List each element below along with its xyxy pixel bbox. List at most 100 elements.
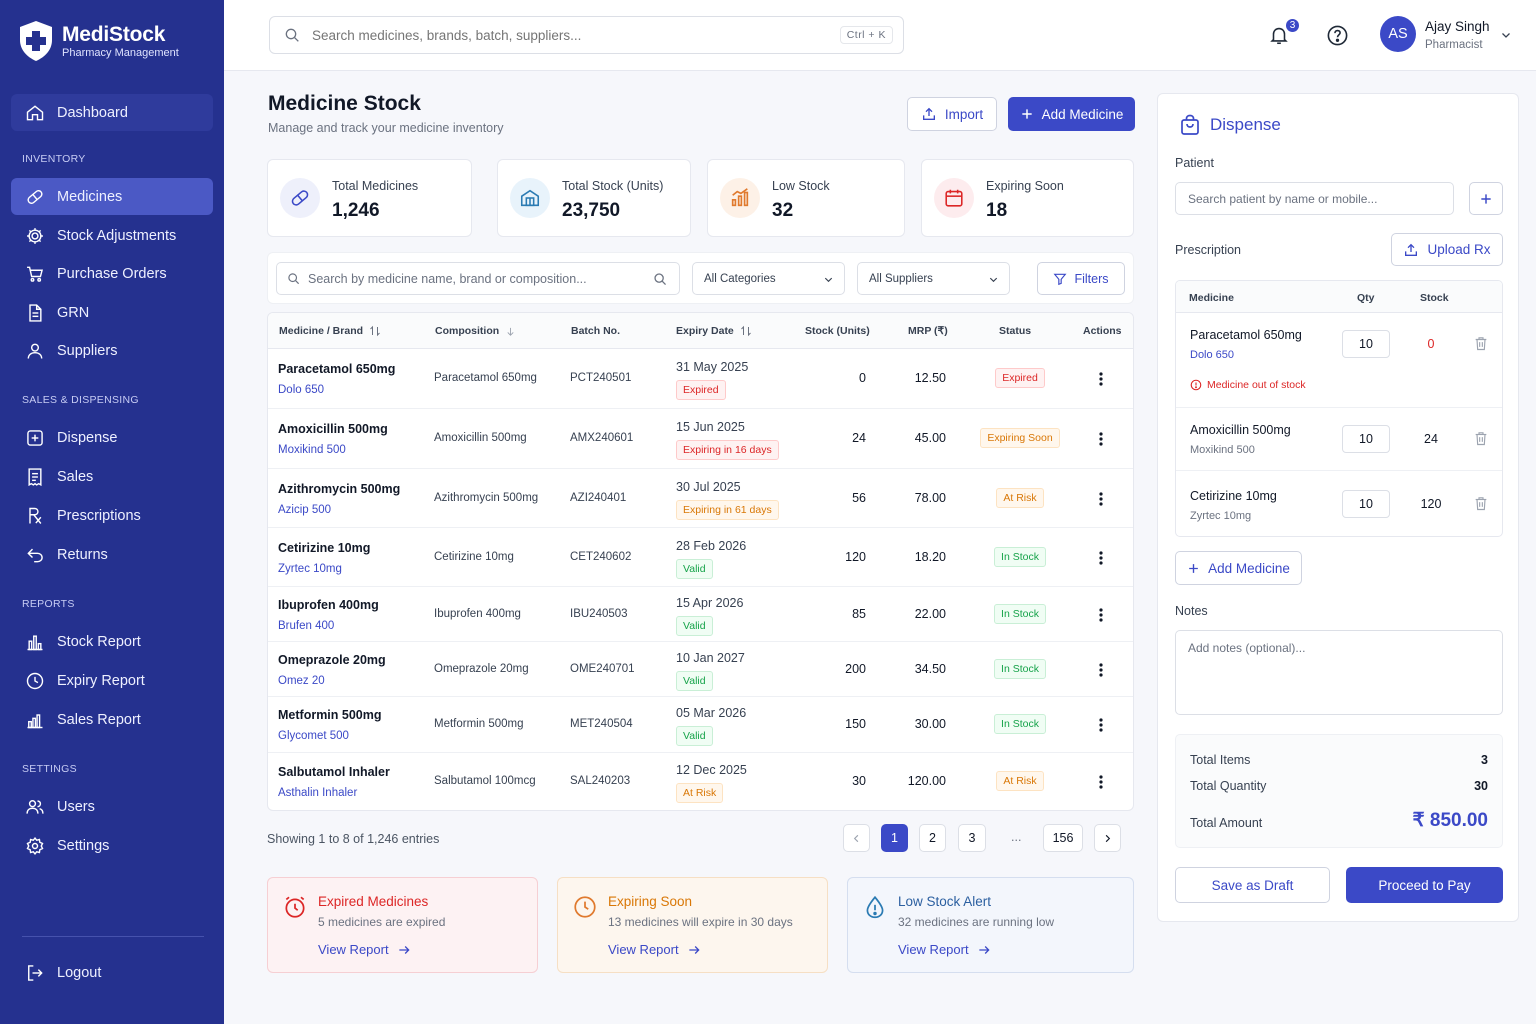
sort-icon xyxy=(740,325,751,337)
sidebar-item-users[interactable]: Users xyxy=(11,788,213,825)
expiry-tag: Valid xyxy=(676,616,713,636)
medicine-name[interactable]: Azithromycin 500mg xyxy=(278,482,401,496)
supplier-select[interactable]: All Suppliers xyxy=(857,262,1010,295)
qty-input[interactable]: 10 xyxy=(1342,490,1390,518)
medicine-brand[interactable]: Moxikind 500 xyxy=(278,444,346,456)
mrp-cell: 78.00 xyxy=(914,491,946,505)
sidebar-item-label: Users xyxy=(57,798,95,815)
sidebar-item-settings[interactable]: Settings xyxy=(11,827,213,864)
view-report-link[interactable]: View Report xyxy=(608,942,701,957)
prev-page-button[interactable] xyxy=(843,824,870,852)
medicine-name[interactable]: Amoxicillin 500mg xyxy=(278,422,388,436)
trash-icon[interactable] xyxy=(1473,335,1489,352)
sidebar-item-prescriptions[interactable]: Prescriptions xyxy=(11,497,213,534)
medicine-brand[interactable]: Dolo 650 xyxy=(278,384,325,396)
add-patient-button[interactable] xyxy=(1469,182,1503,215)
row-actions-button[interactable] xyxy=(1091,548,1111,568)
row-actions-button[interactable] xyxy=(1091,772,1111,792)
sidebar-item-expiry-report[interactable]: Expiry Report xyxy=(11,662,213,699)
sidebar-item-purchase-orders[interactable]: Purchase Orders xyxy=(11,255,213,292)
table-row[interactable]: Salbutamol Inhaler Asthalin Inhaler Salbut… xyxy=(268,753,1133,810)
medicine-name[interactable]: Ibuprofen 400mg xyxy=(278,598,379,612)
upload-rx-button[interactable]: Upload Rx xyxy=(1391,233,1503,266)
sidebar-item-medicines[interactable]: Medicines xyxy=(11,178,213,215)
totals-summary: Total Items 3 Total Quantity 30 Total Am… xyxy=(1175,734,1503,848)
table-row[interactable]: Azithromycin 500mg Azicip 500 Azithromycin… xyxy=(268,469,1133,528)
add-medicine-button[interactable]: Add Medicine xyxy=(1008,97,1135,131)
next-page-button[interactable] xyxy=(1094,824,1121,852)
category-select-value: All Categories xyxy=(704,272,776,285)
sidebar-item-sales-report[interactable]: Sales Report xyxy=(11,701,213,738)
medicine-name[interactable]: Paracetamol 650mg xyxy=(278,362,396,376)
sidebar-item-grn[interactable]: GRN xyxy=(11,294,213,331)
import-button[interactable]: Import xyxy=(907,97,997,131)
notes-textarea[interactable]: Add notes (optional)... xyxy=(1175,630,1503,715)
table-row[interactable]: Paracetamol 650mg Dolo 650 Paracetamol 650… xyxy=(268,349,1133,409)
global-search-input[interactable] xyxy=(312,27,812,43)
composition-cell: Omeprazole 20mg xyxy=(434,663,529,675)
global-search[interactable]: Ctrl + K xyxy=(269,16,904,54)
view-report-link[interactable]: View Report xyxy=(318,942,411,957)
sidebar-item-label: Purchase Orders xyxy=(57,265,167,282)
table-row[interactable]: Omeprazole 20mg Omez 20 Omeprazole 20mg OME… xyxy=(268,642,1133,697)
row-actions-button[interactable] xyxy=(1091,489,1111,509)
row-actions-button[interactable] xyxy=(1091,429,1111,449)
medicine-name[interactable]: Omeprazole 20mg xyxy=(278,653,386,667)
sidebar-item-dashboard[interactable]: Dashboard xyxy=(11,94,213,131)
logout-button[interactable]: Logout xyxy=(11,954,213,991)
add-medicine-rx-button[interactable]: Add Medicine xyxy=(1175,551,1302,585)
sidebar-item-returns[interactable]: Returns xyxy=(11,536,213,573)
medicine-brand[interactable]: Omez 20 xyxy=(278,675,325,687)
qty-input[interactable]: 10 xyxy=(1342,330,1390,358)
table-row[interactable]: Amoxicillin 500mg Moxikind 500 Amoxicillin… xyxy=(268,409,1133,469)
category-select[interactable]: All Categories xyxy=(692,262,845,295)
search-icon[interactable] xyxy=(653,272,667,286)
medicine-name[interactable]: Cetirizine 10mg xyxy=(278,541,371,555)
row-actions-button[interactable] xyxy=(1091,605,1111,625)
table-row[interactable]: Cetirizine 10mg Zyrtec 10mg Cetirizine 10m… xyxy=(268,528,1133,587)
medicine-brand[interactable]: Asthalin Inhaler xyxy=(278,787,358,799)
page-button-2[interactable]: 2 xyxy=(919,824,946,852)
chevron-down-icon[interactable] xyxy=(1500,29,1512,41)
filters-button[interactable]: Filters xyxy=(1037,262,1125,295)
help-icon[interactable] xyxy=(1326,24,1349,47)
mrp-cell: 30.00 xyxy=(914,717,946,731)
medicine-brand[interactable]: Glycomet 500 xyxy=(278,730,349,742)
sidebar-item-stock-adjustments[interactable]: Stock Adjustments xyxy=(11,217,213,254)
page-button-1[interactable]: 1 xyxy=(881,824,908,852)
table-row[interactable]: Metformin 500mg Glycomet 500 Metformin 500… xyxy=(268,697,1133,753)
sidebar-item-stock-report[interactable]: Stock Report xyxy=(11,623,213,660)
view-report-link[interactable]: View Report xyxy=(898,942,991,957)
trash-icon[interactable] xyxy=(1473,430,1489,447)
total-items-label: Total Items xyxy=(1190,753,1251,767)
medicine-name[interactable]: Salbutamol Inhaler xyxy=(278,765,390,779)
avatar[interactable]: AS xyxy=(1380,16,1416,52)
row-actions-button[interactable] xyxy=(1091,715,1111,735)
sidebar-item-suppliers[interactable]: Suppliers xyxy=(11,332,213,369)
user-name[interactable]: Ajay Singh xyxy=(1425,19,1490,34)
page-button-3[interactable]: 3 xyxy=(958,824,986,852)
mrp-cell: 22.00 xyxy=(914,607,946,621)
medicine-name[interactable]: Metformin 500mg xyxy=(278,708,382,722)
patient-search-input[interactable]: Search patient by name or mobile... xyxy=(1175,182,1454,215)
column-header-medicine[interactable]: Medicine / Brand xyxy=(279,325,381,337)
sidebar-item-dispense[interactable]: Dispense xyxy=(11,419,213,456)
medicine-search[interactable]: Search by medicine name, brand or compos… xyxy=(276,262,680,295)
proceed-to-pay-button[interactable]: Proceed to Pay xyxy=(1346,867,1503,903)
row-actions-button[interactable] xyxy=(1091,660,1111,680)
save-draft-button[interactable]: Save as Draft xyxy=(1175,867,1330,903)
page-button-last[interactable]: 156 xyxy=(1043,824,1083,852)
sidebar-item-sales[interactable]: Sales xyxy=(11,458,213,495)
row-actions-button[interactable] xyxy=(1091,369,1111,389)
column-header-composition[interactable]: Composition xyxy=(435,325,516,337)
column-header-expiry[interactable]: Expiry Date xyxy=(676,325,752,337)
medicine-brand[interactable]: Zyrtec 10mg xyxy=(278,563,342,575)
table-row[interactable]: Ibuprofen 400mg Brufen 400 Ibuprofen 400mg… xyxy=(268,587,1133,642)
upload-icon xyxy=(922,107,935,120)
bell-icon[interactable] xyxy=(1268,24,1290,46)
medicine-brand[interactable]: Brufen 400 xyxy=(278,620,335,632)
qty-input[interactable]: 10 xyxy=(1342,425,1390,453)
brand[interactable]: MediStock Pharmacy Management xyxy=(18,20,179,62)
medicine-brand[interactable]: Azicip 500 xyxy=(278,504,332,516)
trash-icon[interactable] xyxy=(1473,495,1489,512)
